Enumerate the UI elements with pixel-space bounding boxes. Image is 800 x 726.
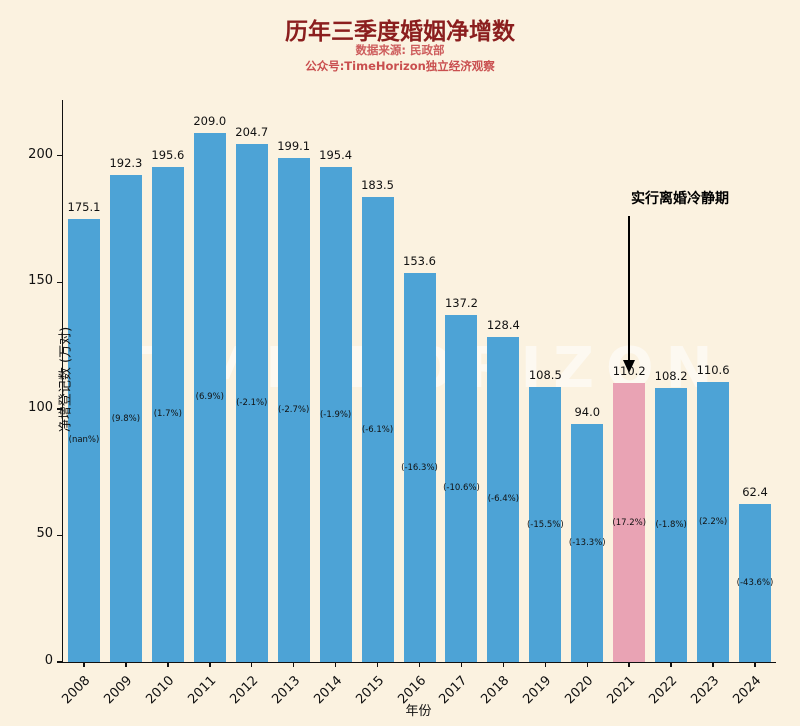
y-tick-label: 200 bbox=[28, 146, 53, 162]
bar-pct-label: (-6.1%) bbox=[361, 424, 394, 435]
chart-title: 历年三季度婚姻净增数 bbox=[285, 19, 515, 45]
bar-value-label: 195.4 bbox=[319, 148, 353, 163]
y-tick-mark bbox=[57, 534, 62, 537]
bar-pct-label: (-10.6%) bbox=[443, 483, 480, 494]
x-tick-mark bbox=[754, 662, 756, 667]
annotation-arrow-line bbox=[628, 216, 631, 362]
bar-2021 bbox=[613, 383, 646, 662]
x-tick-mark bbox=[250, 662, 253, 667]
bar-value-label: 183.5 bbox=[361, 178, 395, 193]
x-tick-mark bbox=[712, 662, 714, 667]
bar-value-label: 192.3 bbox=[109, 156, 143, 171]
bar-pct-label: (-1.8%) bbox=[655, 520, 687, 531]
bar-2020 bbox=[571, 424, 604, 662]
annotation-arrow-head bbox=[622, 360, 635, 373]
bar-2014 bbox=[319, 167, 352, 662]
x-tick-mark bbox=[167, 662, 169, 667]
x-tick-mark bbox=[586, 662, 588, 667]
y-axis-label: 净增登记数 (万对) bbox=[58, 326, 74, 433]
bar-pct-label: (2.2%) bbox=[698, 517, 728, 528]
annotation-label: 实行离婚冷静期 bbox=[631, 191, 729, 207]
bar-pct-label: (1.7%) bbox=[153, 409, 182, 420]
bar-pct-label: (-15.5%) bbox=[526, 519, 564, 530]
x-tick-mark bbox=[544, 662, 547, 667]
bar-2011 bbox=[193, 132, 226, 662]
bar-value-label: 108.2 bbox=[654, 369, 688, 384]
bar-pct-label: (-1.9%) bbox=[319, 409, 352, 420]
x-tick-mark bbox=[334, 662, 337, 667]
bar-value-label: 153.6 bbox=[403, 254, 436, 269]
bar-2012 bbox=[235, 143, 268, 662]
bar-2019 bbox=[529, 387, 562, 662]
bar-value-label: 62.4 bbox=[742, 485, 768, 500]
bar-value-label: 175.1 bbox=[67, 199, 101, 214]
bar-pct-label: (-6.4%) bbox=[487, 494, 520, 505]
data-source-subtitle: 数据来源: 民政部 bbox=[355, 43, 445, 57]
x-axis: 2008 2009 2010 2011 2012 2013 2014 2015 2016 2017… bbox=[59, 100, 776, 707]
bar-value-label: 128.4 bbox=[486, 317, 520, 332]
bar-2018 bbox=[487, 336, 520, 662]
bar-2017 bbox=[445, 314, 478, 662]
bar-2016 bbox=[403, 273, 436, 662]
x-tick-mark bbox=[209, 662, 211, 667]
x-tick-mark bbox=[292, 662, 295, 667]
x-tick-mark bbox=[83, 662, 85, 667]
x-tick-mark bbox=[628, 662, 630, 667]
credit-subtitle: 公众号:TimeHorizon独立经济观察 bbox=[305, 59, 495, 73]
bar-pct-label: (17.2%) bbox=[612, 517, 647, 528]
x-tick-mark bbox=[670, 662, 672, 667]
y-tick-mark bbox=[57, 661, 62, 663]
bar-2010 bbox=[151, 166, 184, 662]
bar-pct-label: (6.9%) bbox=[195, 392, 224, 403]
x-tick-mark bbox=[502, 662, 505, 667]
y-tick-label: 0 bbox=[44, 653, 53, 668]
bar-2023 bbox=[697, 382, 730, 662]
bar-value-label: 195.6 bbox=[151, 147, 185, 162]
bar-2013 bbox=[277, 157, 310, 662]
y-axis: 0 50 100 150 200 bbox=[28, 100, 776, 668]
x-tick-mark bbox=[125, 662, 127, 667]
y-tick-label: 50 bbox=[36, 526, 53, 542]
bar-pct-label: (-43.6%) bbox=[736, 578, 774, 589]
bar-pct-label: (nan%) bbox=[68, 435, 100, 446]
bar-2009 bbox=[109, 175, 142, 662]
x-axis-label: 年份 bbox=[405, 704, 432, 719]
x-tick-mark bbox=[460, 662, 463, 667]
bar-value-label: 94.0 bbox=[574, 405, 601, 420]
y-tick-mark bbox=[57, 281, 62, 284]
bar-2024 bbox=[739, 504, 772, 662]
bar-pct-label: (-16.3%) bbox=[401, 462, 438, 473]
bar-pct-label: (-2.1%) bbox=[236, 397, 268, 408]
bar-pct-label: (-13.3%) bbox=[568, 538, 606, 549]
plot-area: TIME HORIZON 175.1(nan%)192.3(9.8%)195.6… bbox=[28, 100, 776, 707]
bar-2015 bbox=[361, 197, 394, 662]
bar-2008 bbox=[67, 218, 100, 662]
bar-2022 bbox=[655, 388, 688, 662]
y-tick-label: 150 bbox=[28, 273, 53, 289]
bar-value-label: 209.0 bbox=[193, 113, 227, 128]
y-tick-mark bbox=[57, 154, 62, 157]
bar-value-label: 199.1 bbox=[277, 138, 311, 153]
y-tick-label: 100 bbox=[28, 399, 53, 415]
bar-value-label: 204.7 bbox=[235, 124, 269, 139]
bar-value-label: 108.5 bbox=[528, 368, 562, 383]
bar-pct-label: (9.8%) bbox=[111, 413, 141, 424]
bars-layer: 175.1 (nan%) 192.3 (9.8%) 195.6 (1.7%) 209.0 (6… bbox=[63, 100, 776, 662]
bar-value-label: 110.6 bbox=[696, 363, 730, 378]
bar-value-label: 137.2 bbox=[444, 295, 478, 310]
x-tick-mark bbox=[418, 662, 421, 667]
y-tick-mark bbox=[57, 408, 62, 410]
x-tick-mark bbox=[376, 662, 379, 667]
bar-pct-label: (-2.7%) bbox=[278, 405, 310, 415]
